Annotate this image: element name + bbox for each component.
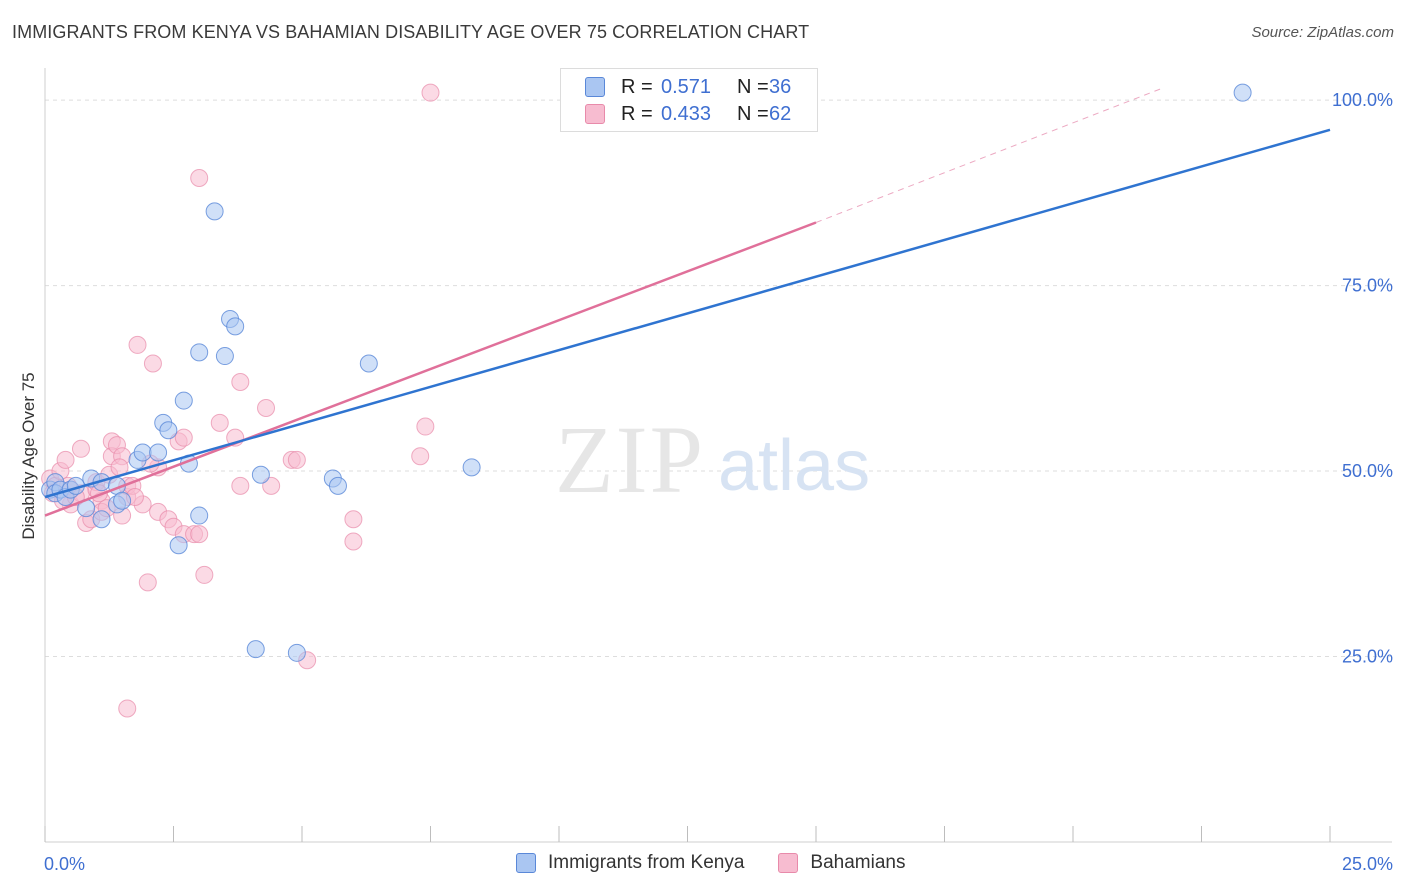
watermark: ZIP atlas xyxy=(555,406,870,513)
x-tick-label: 0.0% xyxy=(44,854,85,874)
axes xyxy=(44,68,1392,843)
data-point-bahamas xyxy=(421,83,440,102)
data-point-bahamas xyxy=(210,413,229,432)
y-tick-labels: 25.0% 50.0% 75.0% 100.0% xyxy=(1332,90,1393,666)
data-point-kenya xyxy=(149,443,168,462)
data-point-bahamas xyxy=(143,354,162,373)
source-credit: Source: ZipAtlas.com xyxy=(1251,24,1394,41)
data-point-bahamas xyxy=(262,476,281,495)
legend-swatch-bahamas xyxy=(585,104,605,124)
trend-line-bahamas xyxy=(44,221,817,517)
data-point-kenya xyxy=(205,202,224,221)
data-point-kenya xyxy=(251,465,270,484)
data-point-bahamas xyxy=(344,510,363,529)
data-point-kenya xyxy=(92,510,111,529)
data-point-kenya xyxy=(215,347,234,366)
legend-row-bahamas: R = 0.433 N = 62 xyxy=(585,102,791,126)
legend-r-label: R = xyxy=(621,75,653,98)
data-point-kenya xyxy=(169,536,188,555)
chart-title: IMMIGRANTS FROM KENYA VS BAHAMIAN DISABI… xyxy=(12,22,810,42)
x-tick-label: 25.0% xyxy=(1342,854,1393,874)
data-point-bahamas xyxy=(257,398,276,417)
series-legend: Immigrants from Kenya Bahamians xyxy=(516,852,939,874)
data-point-bahamas xyxy=(344,532,363,551)
y-axis-label: Disability Age Over 75 xyxy=(19,372,38,539)
data-point-bahamas xyxy=(416,417,435,436)
data-point-kenya xyxy=(359,354,378,373)
data-point-kenya xyxy=(462,458,481,477)
data-point-kenya xyxy=(113,491,132,510)
data-point-bahamas xyxy=(118,699,137,718)
legend-swatch-kenya xyxy=(585,77,605,97)
y-tick-label: 50.0% xyxy=(1342,461,1393,481)
data-point-bahamas xyxy=(138,573,157,592)
trend-line-kenya xyxy=(44,128,1331,499)
data-point-bahamas xyxy=(231,476,250,495)
data-point-kenya xyxy=(287,643,306,662)
legend-n-value: 36 xyxy=(769,75,792,98)
y-tick-label: 100.0% xyxy=(1332,90,1393,110)
data-point-bahamas xyxy=(128,335,147,354)
legend-r-value: 0.433 xyxy=(661,102,712,125)
legend-n-label: N = xyxy=(737,102,769,125)
legend-n-label: N = xyxy=(737,75,769,98)
data-point-bahamas xyxy=(71,439,90,458)
data-point-bahamas xyxy=(195,565,214,584)
data-point-bahamas xyxy=(231,373,250,392)
legend-r-label: R = xyxy=(621,102,653,125)
legend-label-bahamas: Bahamians xyxy=(810,852,906,873)
data-point-kenya xyxy=(159,421,178,440)
data-point-kenya xyxy=(190,343,209,362)
x-tick-labels: 0.0% 25.0% xyxy=(44,854,1393,874)
legend-swatch-kenya xyxy=(516,853,536,873)
data-point-bahamas xyxy=(287,450,306,469)
data-point-kenya xyxy=(328,476,347,495)
watermark-atlas: atlas xyxy=(718,426,870,506)
data-point-bahamas xyxy=(190,525,209,544)
legend-swatch-bahamas xyxy=(778,853,799,873)
y-tick-label: 75.0% xyxy=(1342,276,1393,296)
legend-item-kenya: Immigrants from Kenya xyxy=(516,852,744,874)
stats-legend: R = 0.571 N = 36 R = 0.433 N = 62 xyxy=(560,68,818,132)
grid-lines xyxy=(45,99,1392,658)
data-point-bahamas xyxy=(56,450,75,469)
points-kenya xyxy=(41,83,1252,662)
legend-label-kenya: Immigrants from Kenya xyxy=(548,852,745,873)
data-point-kenya xyxy=(246,640,265,659)
data-point-bahamas xyxy=(174,428,193,447)
data-point-kenya xyxy=(174,391,193,410)
legend-row-kenya: R = 0.571 N = 36 xyxy=(585,75,791,99)
legend-item-bahamas: Bahamians xyxy=(778,852,905,874)
legend-n-value: 62 xyxy=(769,102,792,125)
data-point-kenya xyxy=(226,317,245,336)
data-point-kenya xyxy=(190,506,209,525)
data-point-kenya xyxy=(1233,83,1252,102)
legend-r-value: 0.571 xyxy=(661,75,712,98)
data-point-kenya xyxy=(133,443,152,462)
trend-lines xyxy=(44,88,1331,517)
data-point-bahamas xyxy=(411,447,430,466)
y-tick-label: 25.0% xyxy=(1342,647,1393,667)
watermark-zip: ZIP xyxy=(555,406,705,513)
trend-line-bahamas-extension xyxy=(815,88,1161,223)
data-point-bahamas xyxy=(190,168,209,187)
